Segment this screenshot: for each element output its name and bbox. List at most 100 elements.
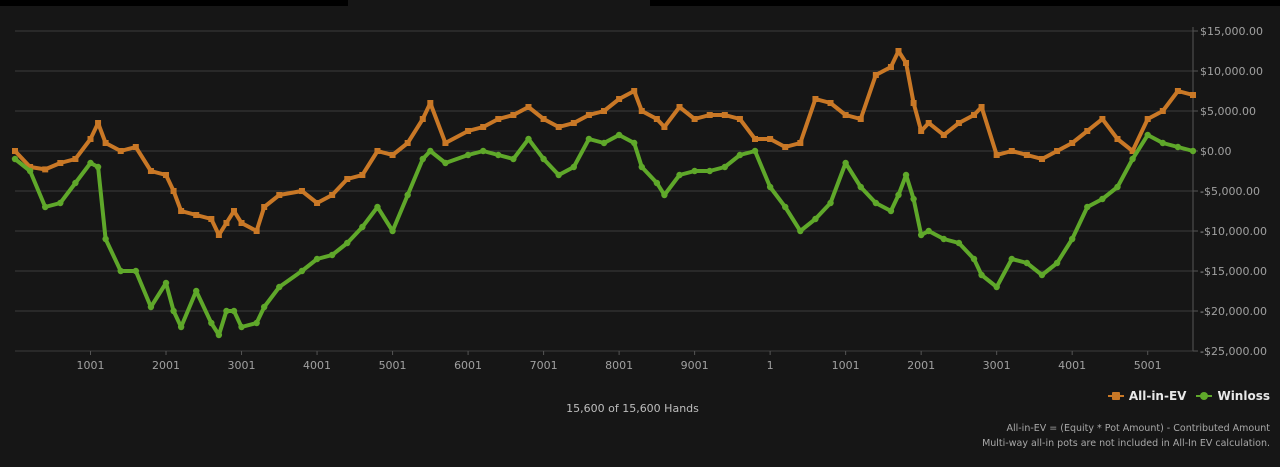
point-all-in-ev-59 — [827, 100, 834, 106]
point-winloss-41 — [570, 163, 577, 171]
y-axis-ticks: $15,000.00 $10,000.00 $5,000.00 $0.00 -$5,00… — [1200, 25, 1267, 358]
winnings-chart: 1001 2001 3001 4001 5001 6001 7001 8001 9001 1 100… — [11, 25, 1267, 372]
point-winloss-58 — [812, 215, 819, 223]
legend-label-all-in-ev: All-in-EV — [1128, 389, 1187, 403]
point-all-in-ev-14 — [193, 212, 200, 218]
x-tick-label-7: 8001 — [605, 359, 633, 372]
top-black-bar-right — [650, 0, 1280, 6]
y-tick-label-5: -$10,000.00 — [1200, 225, 1267, 238]
x-tick-label-1: 2001 — [152, 359, 180, 372]
point-all-in-ev-2 — [42, 166, 49, 173]
point-all-in-ev-60 — [842, 112, 849, 118]
point-all-in-ev-76 — [1038, 156, 1045, 162]
point-all-in-ev-57 — [797, 140, 804, 146]
point-winloss-38 — [525, 135, 532, 143]
point-all-in-ev-41 — [570, 120, 577, 126]
y-tick-label-3: $0.00 — [1200, 145, 1232, 158]
x-tick-label-12: 3001 — [983, 359, 1011, 372]
y-tick-label-7: -$20,000.00 — [1200, 305, 1267, 318]
point-winloss-19 — [238, 323, 245, 331]
point-winloss-68 — [925, 227, 932, 235]
point-winloss-81 — [1114, 183, 1121, 191]
point-all-in-ev-10 — [147, 168, 154, 174]
point-winloss-63 — [887, 207, 895, 215]
point-winloss-35 — [479, 147, 487, 155]
point-all-in-ev-18 — [230, 208, 237, 214]
x-tick-label-9: 1 — [767, 359, 774, 372]
y-tick-label-8: -$25,000.00 — [1200, 345, 1267, 358]
footnote-ev-formula: All-in-EV = (Equity * Pot Amount) - Cont… — [1006, 423, 1270, 434]
point-winloss-85 — [1174, 143, 1182, 151]
point-all-in-ev-46 — [638, 108, 645, 114]
legend-item-all-in-ev[interactable]: All-in-EV — [1107, 389, 1187, 403]
point-all-in-ev-79 — [1084, 128, 1091, 134]
point-winloss-10 — [147, 303, 155, 311]
x-tick-label-8: 9001 — [681, 359, 709, 372]
point-all-in-ev-65 — [903, 60, 910, 66]
x-tick-label-3: 4001 — [303, 359, 331, 372]
point-winloss-37 — [510, 155, 517, 163]
point-all-in-ev-67 — [918, 128, 925, 134]
point-all-in-ev-83 — [1144, 116, 1151, 122]
point-all-in-ev-64 — [895, 48, 902, 54]
point-winloss-3 — [57, 199, 64, 207]
x-tick-label-11: 2001 — [907, 359, 935, 372]
point-all-in-ev-40 — [555, 124, 562, 130]
point-winloss-52 — [721, 163, 729, 171]
point-winloss-28 — [374, 203, 381, 211]
point-winloss-84 — [1159, 139, 1166, 147]
point-winloss-76 — [1038, 271, 1046, 279]
x-axis-ticks: 1001 2001 3001 4001 5001 6001 7001 8001 9001 1 100… — [77, 359, 1162, 372]
point-all-in-ev-54 — [752, 136, 759, 142]
point-all-in-ev-4 — [72, 156, 79, 162]
point-winloss-22 — [276, 283, 283, 291]
x-tick-label-4: 5001 — [379, 359, 407, 372]
point-winloss-65 — [902, 171, 910, 179]
point-winloss-49 — [676, 171, 683, 179]
y-tick-label-2: $5,000.00 — [1200, 105, 1256, 118]
x-tick-label-13: 4001 — [1058, 359, 1086, 372]
point-all-in-ev-66 — [910, 100, 917, 106]
point-winloss-83 — [1144, 131, 1151, 139]
point-all-in-ev-74 — [1008, 148, 1015, 154]
chart-gridlines — [15, 27, 1198, 355]
point-all-in-ev-48 — [661, 124, 668, 130]
point-winloss-69 — [940, 235, 948, 243]
y-tick-label-6: -$15,000.00 — [1200, 265, 1267, 278]
point-all-in-ev-33 — [442, 140, 449, 146]
point-all-in-ev-0 — [12, 148, 18, 154]
point-all-in-ev-34 — [465, 128, 472, 134]
point-winloss-53 — [736, 151, 744, 159]
point-winloss-29 — [389, 227, 396, 235]
point-winloss-27 — [359, 223, 366, 231]
point-all-in-ev-6 — [95, 120, 102, 126]
point-all-in-ev-63 — [887, 64, 894, 70]
hands-count: 15,600 of 15,600 Hands — [566, 402, 699, 415]
point-all-in-ev-51 — [706, 112, 713, 118]
point-winloss-61 — [857, 183, 864, 191]
point-winloss-44 — [615, 131, 623, 139]
point-winloss-0 — [11, 155, 19, 163]
point-winloss-56 — [782, 203, 789, 211]
point-all-in-ev-29 — [389, 152, 396, 158]
legend-item-winloss[interactable]: Winloss — [1196, 389, 1270, 403]
point-all-in-ev-52 — [721, 112, 728, 118]
legend-swatch-winloss — [1196, 391, 1213, 401]
point-all-in-ev-20 — [253, 228, 260, 234]
point-winloss-23 — [298, 267, 306, 275]
point-all-in-ev-39 — [540, 116, 547, 122]
x-tick-label-5: 6001 — [454, 359, 482, 372]
point-all-in-ev-5 — [87, 136, 94, 142]
point-winloss-39 — [540, 155, 547, 163]
top-black-bar-left — [0, 0, 348, 6]
point-winloss-26 — [344, 239, 351, 247]
point-winloss-57 — [797, 227, 804, 235]
point-all-in-ev-1 — [27, 164, 34, 170]
point-winloss-82 — [1129, 155, 1136, 163]
point-all-in-ev-31 — [419, 116, 426, 122]
series-line-winloss — [13, 133, 1194, 337]
point-all-in-ev-47 — [653, 116, 660, 122]
point-all-in-ev-21 — [261, 204, 268, 210]
x-tick-label-10: 1001 — [832, 359, 860, 372]
point-winloss-36 — [495, 151, 502, 159]
